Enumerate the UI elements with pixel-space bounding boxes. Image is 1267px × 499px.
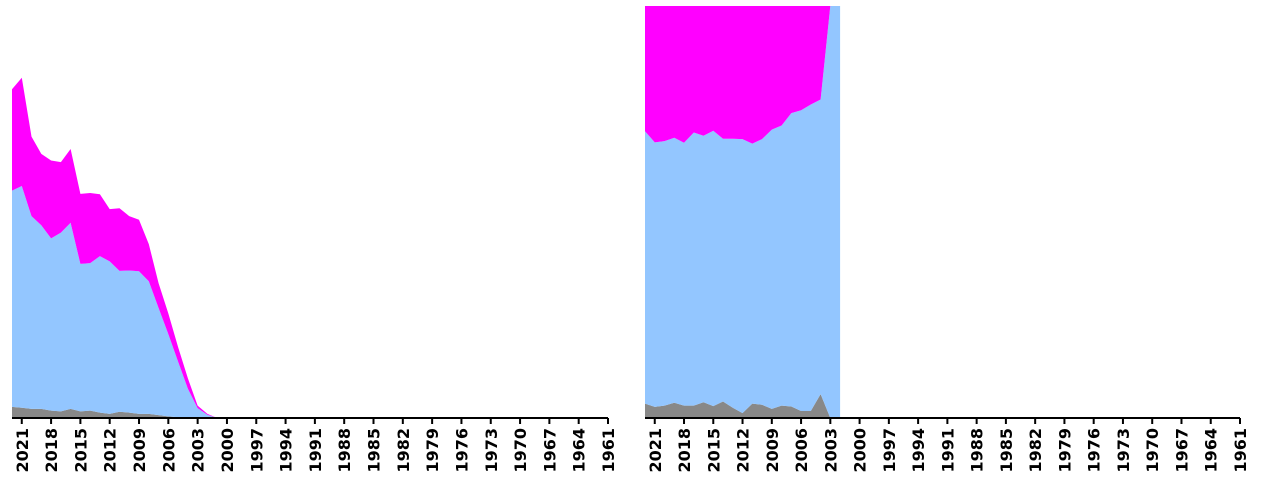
x-tick-label: 1994 (277, 428, 296, 473)
x-tick-label: 1964 (570, 428, 589, 473)
x-tick-label: 2000 (851, 428, 870, 473)
x-tick-label: 1973 (482, 428, 501, 473)
x-tick-label: 1979 (1055, 428, 1074, 473)
x-tick-label: 2015 (71, 428, 90, 473)
x-tick-label: 2018 (42, 428, 61, 473)
x-tick-label: 1964 (1202, 428, 1221, 473)
x-tick-label: 1976 (452, 428, 471, 473)
x-tick-label: 2006 (159, 428, 178, 473)
x-tick-label: 1994 (909, 428, 928, 473)
x-tick-label: 1982 (394, 428, 413, 473)
x-tick-label: 1997 (247, 428, 266, 473)
x-tick-label: 2012 (101, 428, 120, 473)
x-tick-label: 1982 (1026, 428, 1045, 473)
x-tick-label: 1988 (968, 428, 987, 473)
area-series-magenta (645, 6, 841, 144)
x-tick-label: 1967 (1173, 428, 1192, 473)
x-tick-label: 1970 (511, 428, 530, 473)
x-tick-label: 1991 (306, 428, 325, 473)
x-tick-label: 1976 (1085, 428, 1104, 473)
x-tick-label: 2012 (734, 428, 753, 473)
x-tick-label: 2015 (704, 428, 723, 473)
x-tick-label: 2009 (130, 428, 149, 473)
area-series-blue (645, 6, 841, 418)
x-tick-label: 1997 (880, 428, 899, 473)
x-tick-label: 1988 (335, 428, 354, 473)
x-tick-label: 1970 (1143, 428, 1162, 473)
area-series-blue (12, 186, 218, 418)
x-tick-label: 2021 (13, 428, 32, 473)
x-tick-label: 2021 (646, 428, 665, 473)
x-tick-label: 2003 (189, 428, 208, 473)
x-tick-label: 2000 (218, 428, 237, 473)
x-tick-label: 1961 (1231, 428, 1250, 473)
x-tick-label: 1985 (365, 428, 384, 473)
left-stacked-area-chart: 2021 2018 2015 2012 2009 2006 2003 2000 1997 1994… (12, 77, 618, 473)
area-series-magenta (12, 77, 218, 418)
x-tick-label: 1979 (423, 428, 442, 473)
x-tick-label: 1973 (1114, 428, 1133, 473)
x-tick-label: 1985 (997, 428, 1016, 473)
x-tick-label: 2009 (763, 428, 782, 473)
x-tick-label: 1961 (599, 428, 618, 473)
x-tick-label: 2006 (792, 428, 811, 473)
x-tick-label: 1991 (938, 428, 957, 473)
area-series-grey (645, 394, 841, 418)
area-series-grey (12, 406, 218, 418)
x-tick-label: 2018 (675, 428, 694, 473)
right-stacked-area-chart: 2021 2018 2015 2012 2009 2006 2003 2000 1997 1994… (645, 6, 1250, 473)
x-tick-label: 1967 (540, 428, 559, 473)
x-tick-label: 2003 (821, 428, 840, 473)
